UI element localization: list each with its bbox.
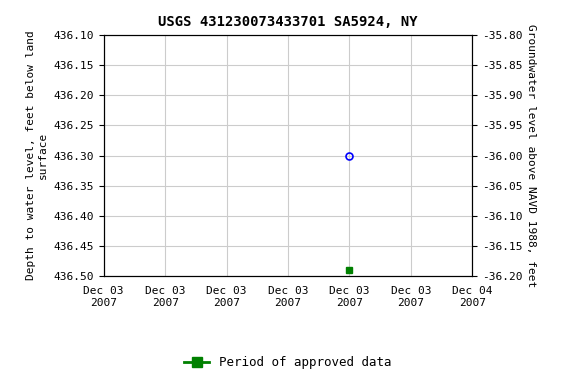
Y-axis label: Depth to water level, feet below land
surface: Depth to water level, feet below land su…: [26, 31, 48, 280]
Title: USGS 431230073433701 SA5924, NY: USGS 431230073433701 SA5924, NY: [158, 15, 418, 29]
Y-axis label: Groundwater level above NAVD 1988, feet: Groundwater level above NAVD 1988, feet: [526, 24, 536, 287]
Legend: Period of approved data: Period of approved data: [179, 351, 397, 374]
